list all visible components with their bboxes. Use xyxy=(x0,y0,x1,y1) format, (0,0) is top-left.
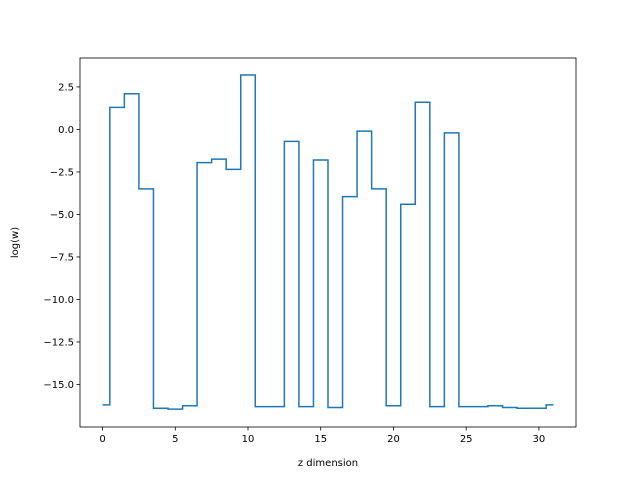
x-tick-label: 30 xyxy=(533,434,546,445)
x-axis-label: z dimension xyxy=(298,458,358,469)
x-tick-label: 15 xyxy=(314,434,327,445)
x-tick-label: 20 xyxy=(387,434,400,445)
ticks: 0 5 10 15 20 25 30 −15.0 −12.5 −10.0 −7.5 −5.0 −2.5 0… xyxy=(43,82,545,445)
y-tick-label: −2.5 xyxy=(50,167,74,178)
x-tick-label: 25 xyxy=(460,434,473,445)
x-tick-label: 0 xyxy=(99,434,105,445)
y-tick-label: −5.0 xyxy=(50,210,74,221)
series-line xyxy=(102,74,554,410)
y-tick-label: −15.0 xyxy=(43,380,74,391)
y-tick-label: −10.0 xyxy=(43,295,74,306)
axes-frame xyxy=(79,57,577,428)
x-tick-label: 10 xyxy=(242,434,255,445)
x-tick-label: 5 xyxy=(172,434,178,445)
plot-area xyxy=(102,74,554,410)
y-tick-label: 0.0 xyxy=(58,125,74,136)
y-tick-label: −7.5 xyxy=(50,252,74,263)
y-tick-label: −12.5 xyxy=(43,337,74,348)
y-axis-label: log(w) xyxy=(10,227,21,258)
y-tick-label: 2.5 xyxy=(58,82,74,93)
